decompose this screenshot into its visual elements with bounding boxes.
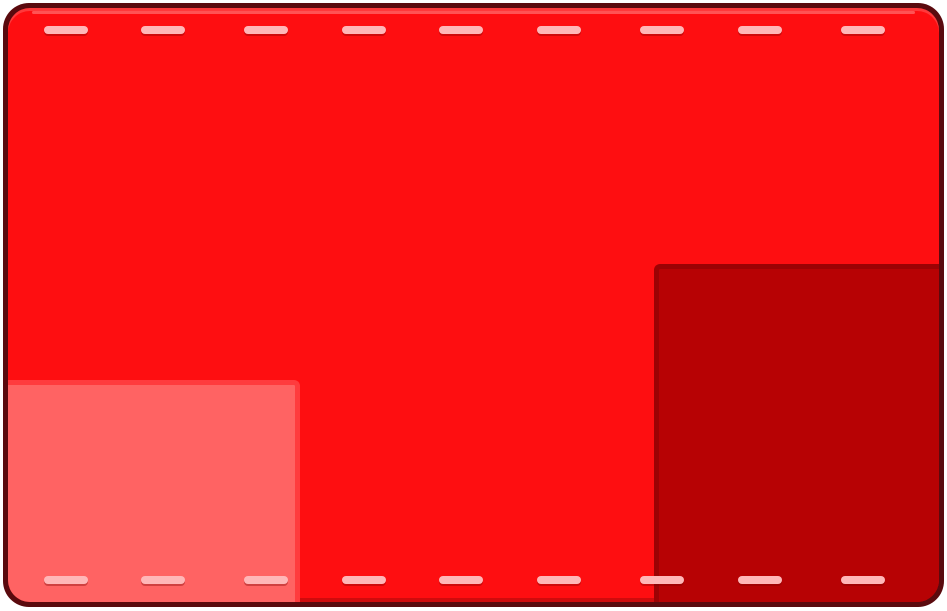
stitch: [141, 26, 185, 34]
stitch: [141, 576, 185, 584]
panel-face: [8, 8, 939, 602]
stitch: [342, 26, 386, 34]
top-stitch-row: [8, 26, 939, 38]
stitch: [439, 26, 483, 34]
stitch: [244, 26, 288, 34]
stitch: [439, 576, 483, 584]
bottom-stitch-row: [8, 576, 939, 588]
stitch: [738, 26, 782, 34]
stitch: [738, 576, 782, 584]
light-patch-bottom-left: [8, 380, 300, 602]
stitch: [841, 576, 885, 584]
stitch: [44, 26, 88, 34]
stitch: [537, 26, 581, 34]
stitch: [537, 576, 581, 584]
stitch: [640, 576, 684, 584]
stitch: [841, 26, 885, 34]
stitch: [342, 576, 386, 584]
red-stitched-panel: [3, 3, 944, 607]
stitch: [640, 26, 684, 34]
stitch: [44, 576, 88, 584]
dark-patch-bottom-right: [654, 264, 939, 602]
panel-top-shine: [32, 11, 915, 14]
stitch: [244, 576, 288, 584]
